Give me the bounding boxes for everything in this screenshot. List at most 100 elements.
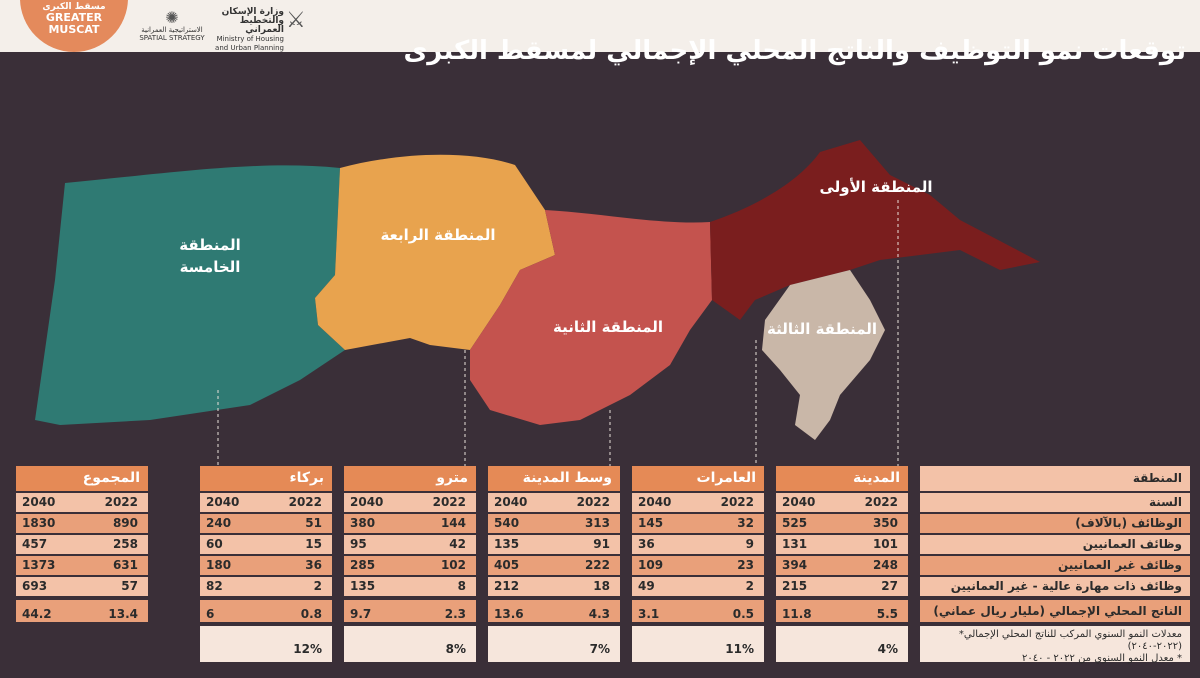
row-gdp: 2.3 9.7	[344, 600, 476, 622]
row-cagr: 12%	[200, 626, 332, 662]
value-2022: 248	[872, 558, 898, 572]
value-2040: 44.2	[22, 607, 52, 621]
row-omani: 15 60	[200, 535, 332, 554]
row-high-skill: 8 135	[344, 577, 476, 596]
value-2022: 42	[449, 537, 466, 551]
value-2022: 32	[737, 516, 754, 530]
value-2022: 2022	[288, 495, 322, 509]
value-2022: 23	[737, 558, 754, 572]
value-2040: 135	[494, 537, 520, 551]
column-title: المجموع	[16, 466, 148, 491]
row-legend: المنطقة السنة الوظائف (بالآلاف) وظائف ال…	[920, 466, 1190, 664]
row-jobs: 51 240	[200, 514, 332, 533]
value-2040: 82	[206, 579, 223, 593]
column-metro: مترو 2022 2040 144 380 42 95 102 285 8 135 2.3 9.7 8%	[344, 466, 476, 662]
value-2040: 109	[638, 558, 664, 572]
value-2040: 2040	[782, 495, 816, 509]
value-2022: 2022	[864, 495, 898, 509]
column-title: بركاء	[200, 466, 332, 491]
value-2040: 525	[782, 516, 808, 530]
value-2040: 95	[350, 537, 367, 551]
value-2022: 9	[745, 537, 754, 551]
value-2022: 18	[593, 579, 610, 593]
row-year: 2022 2040	[200, 493, 332, 512]
legend-non-omani-jobs: وظائف غير العمانيين	[920, 556, 1190, 575]
row-year: 2022 2040	[488, 493, 620, 512]
row-non-omani: 248 394	[776, 556, 908, 575]
zone-4-label: المنطقة الرابعة	[380, 226, 495, 244]
oman-emblem-icon: ⚔	[286, 8, 306, 33]
value-2022: 2022	[576, 495, 610, 509]
value-2040: 540	[494, 516, 520, 530]
column-amerat: العامرات 2022 2040 32 145 9 36 23 109 2 49 0.5 3.1 11…	[632, 466, 764, 662]
value-2040: 693	[22, 579, 48, 593]
ministry-english: Ministry of Housing and Urban Planning	[215, 35, 284, 52]
column-title: العامرات	[632, 466, 764, 491]
page-title: توقعات نمو التوظيف والناتج المحلي الإجما…	[403, 36, 1186, 66]
header-bar: مسقط الكبرى GREATER MUSCAT ✺ الاستراتيجي…	[0, 0, 1200, 52]
row-cagr: 11%	[632, 626, 764, 662]
row-year: 2022 2040	[776, 493, 908, 512]
row-high-skill: 27 215	[776, 577, 908, 596]
zone-4-shape	[315, 154, 555, 350]
logo-line1: GREATER	[45, 11, 103, 24]
legend-note-cagr: معدلات النمو السنوي المركب للناتج المحلي…	[958, 629, 1182, 652]
value-2040: 135	[350, 579, 376, 593]
value-2040: 2040	[494, 495, 528, 509]
value-2022: 102	[440, 558, 466, 572]
row-gdp: 5.5 11.8	[776, 600, 908, 622]
row-cagr: 7%	[488, 626, 620, 662]
value-2040: 36	[638, 537, 655, 551]
zone-3-label: المنطقة الثالثة	[767, 320, 877, 338]
value-2040: 405	[494, 558, 520, 572]
value-2022: 890	[112, 516, 138, 530]
legend-year: السنة	[920, 493, 1190, 512]
row-omani: 101 131	[776, 535, 908, 554]
value-2040: 9.7	[350, 607, 372, 621]
value-2022: 2	[313, 579, 322, 593]
logo-line2: MUSCAT	[48, 23, 100, 36]
value-2022: 27	[881, 579, 898, 593]
zone-1-label: المنطقة الأولى	[819, 178, 932, 196]
row-non-omani: 631 1373	[16, 556, 148, 575]
value-2022: 0.8	[300, 607, 322, 621]
row-non-omani: 36 180	[200, 556, 332, 575]
row-cagr: 8%	[344, 626, 476, 662]
value-2040: 2040	[350, 495, 384, 509]
row-gdp: 13.4 44.2	[16, 600, 148, 622]
row-high-skill: 2 49	[632, 577, 764, 596]
value-2022: 2022	[104, 495, 138, 509]
value-2040: 6	[206, 607, 215, 621]
row-omani: 9 36	[632, 535, 764, 554]
value-2022: 4.3	[588, 607, 610, 621]
row-high-skill: 18 212	[488, 577, 620, 596]
legend-jobs: الوظائف (بالآلاف)	[920, 514, 1190, 533]
logo-arabic: مسقط الكبرى	[42, 2, 106, 12]
value-2040: 240	[206, 516, 232, 530]
value-2022: 350	[872, 516, 898, 530]
value-2022: 57	[121, 579, 138, 593]
legend-high-skill: وظائف ذات مهارة عالية - غير العمانيين	[920, 577, 1190, 596]
row-jobs: 890 1830	[16, 514, 148, 533]
row-non-omani: 102 285	[344, 556, 476, 575]
row-high-skill: 57 693	[16, 577, 148, 596]
value-2040: 11.8	[782, 607, 812, 621]
zone-5-label-2: الخامسة	[180, 258, 241, 276]
row-gdp: 0.8 6	[200, 600, 332, 622]
value-2022: 15	[305, 537, 322, 551]
legend-note-footnote: * معدل النمو السنوي من ٢٠٢٢ - ٢٠٤٠	[1021, 653, 1182, 664]
value-2040: 380	[350, 516, 376, 530]
row-jobs: 144 380	[344, 514, 476, 533]
row-gdp: 4.3 13.6	[488, 600, 620, 622]
column-total: المجموع 2022 2040 890 1830 258 457 631 1373 57 693…	[16, 466, 148, 624]
row-non-omani: 222 405	[488, 556, 620, 575]
value-2040: 212	[494, 579, 520, 593]
ministry-logo: وزارة الإسكان والتخطيط العمراني Ministry…	[212, 8, 284, 53]
value-2022: 8	[457, 579, 466, 593]
value-2040: 1373	[22, 558, 56, 572]
row-jobs: 32 145	[632, 514, 764, 533]
value-2040: 2040	[22, 495, 56, 509]
value-2022: 313	[584, 516, 610, 530]
row-jobs: 313 540	[488, 514, 620, 533]
row-gdp: 0.5 3.1	[632, 600, 764, 622]
